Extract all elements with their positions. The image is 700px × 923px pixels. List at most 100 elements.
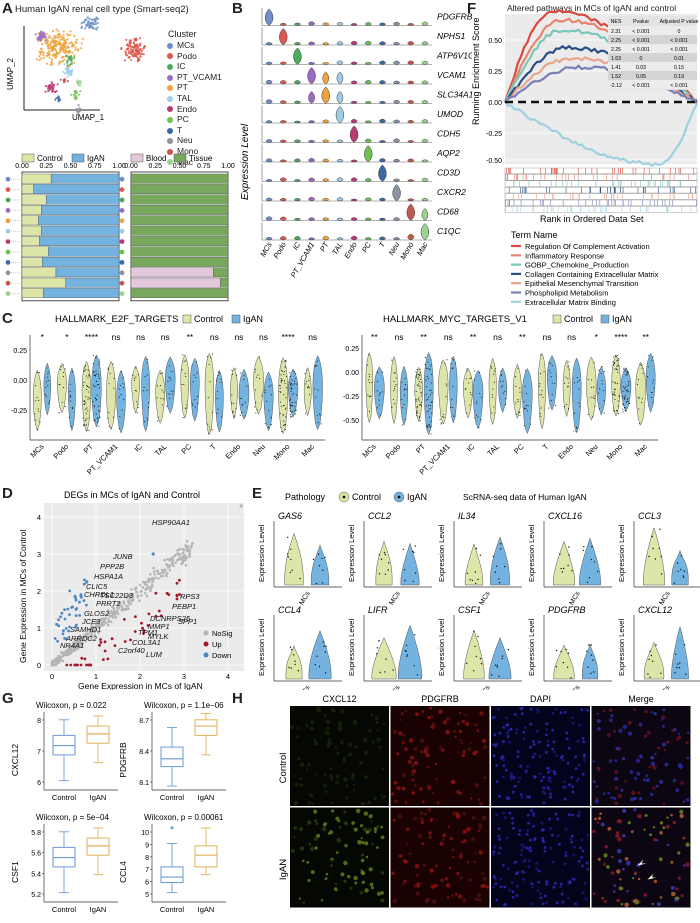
if-signal [361,880,365,884]
if-signal [290,725,295,730]
if-signal [581,772,585,776]
data-point [136,401,138,403]
data-point [624,389,626,391]
if-signal [324,790,328,793]
umap-point [130,52,133,55]
violin-shape [407,100,414,104]
data-point [626,385,628,387]
if-signal [552,740,556,744]
umap-point [67,50,70,54]
data-point [243,375,245,377]
up-point [146,624,150,627]
data-point [429,389,431,391]
nosig-point [89,636,93,640]
data-point [426,411,428,413]
if-signal [537,740,541,744]
violin-shape [421,197,429,202]
if-signal [653,712,657,716]
if-signal [305,768,309,771]
data-point [107,367,109,369]
data-point [384,553,386,556]
row-dot-icon [5,208,11,213]
data-point [284,382,286,385]
if-signal [633,796,637,801]
data-point [627,398,629,400]
data-point [85,424,88,426]
down-point [82,599,86,602]
if-signal [374,716,379,721]
violin-shape [265,179,273,182]
data-point [86,388,88,391]
data-point [499,380,501,383]
data-point [419,374,421,377]
nosig-point [152,566,155,570]
data-point [87,396,89,398]
nosig-point [111,612,115,615]
data-point [36,396,38,399]
data-point [523,401,525,403]
cluster-dot-icon [167,53,173,60]
data-point [431,425,433,427]
if-signal [606,733,611,738]
data-point [654,558,657,560]
data-point [424,363,426,366]
data-point [394,372,396,374]
if-signal [348,742,352,747]
umap-point [132,46,136,50]
data-point [415,371,417,373]
data-point [283,405,285,407]
umap-point [64,51,67,54]
umap-point [53,90,57,94]
data-point [540,393,542,395]
row-dot-icon [119,176,125,182]
data-point [587,666,589,668]
if-signal [290,848,295,853]
data-point [576,427,578,429]
nosig-point [80,644,83,648]
violin-shape [238,368,250,421]
if-signal [313,819,318,823]
data-point [292,384,294,386]
data-point [638,396,640,398]
data-point [592,386,595,388]
data-point [88,375,91,377]
data-point [182,354,184,356]
data-point [416,415,418,417]
data-point [220,381,222,383]
if-signal [299,777,302,781]
umap-point [96,21,99,25]
nosig-point [117,607,120,610]
down-point [57,624,61,628]
data-point [490,366,492,368]
if-signal [421,710,424,713]
data-point [614,410,616,412]
table-row [608,35,697,44]
violin-shape [438,359,449,425]
violin-shape [379,101,386,104]
if-signal [474,783,480,788]
violin-shape [379,217,386,221]
violin-shape [57,362,67,414]
data-point [255,402,257,404]
table-cell: 2.25 [611,38,621,44]
violin-shape [265,79,273,85]
data-point [192,381,194,383]
data-point [290,384,292,386]
if-signal [677,851,681,855]
violin-shape [350,80,358,85]
data-point [171,393,173,395]
umap-point [70,72,73,75]
data-point [590,654,593,656]
if-signal [526,828,529,832]
nosig-point [166,557,169,561]
umap-point [57,30,60,33]
if-signal [499,885,503,889]
arrow-icon [637,859,647,866]
gene-label: LUM [146,650,163,659]
cluster-dot-icon [167,85,173,92]
umap-point [94,23,97,26]
data-point [624,396,626,399]
data-point [284,424,286,426]
if-signal [661,742,666,747]
